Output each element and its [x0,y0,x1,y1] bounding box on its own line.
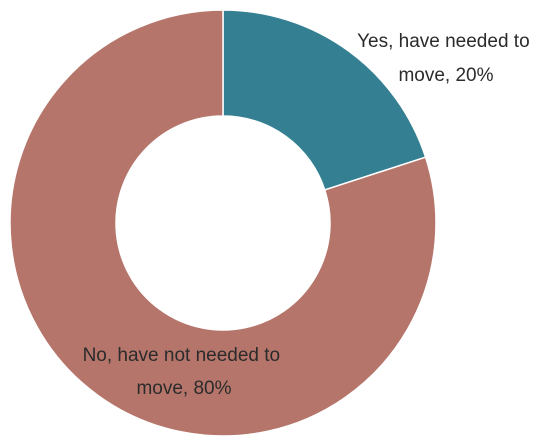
yes-slice [222,9,427,191]
no-slice [9,9,437,436]
donut-slices [9,9,437,436]
no-slice-label-line2: move, 80% [136,378,231,399]
no-slice-label: No, have not needed to move, 80% [83,345,286,399]
yes-slice-label: Yes, have needed to move, 20% [357,31,535,86]
yes-slice-label-line1: Yes, have needed to [357,31,530,52]
no-slice-label-line1: No, have not needed to [83,345,281,366]
yes-slice-label-line2: move, 20% [398,65,493,86]
